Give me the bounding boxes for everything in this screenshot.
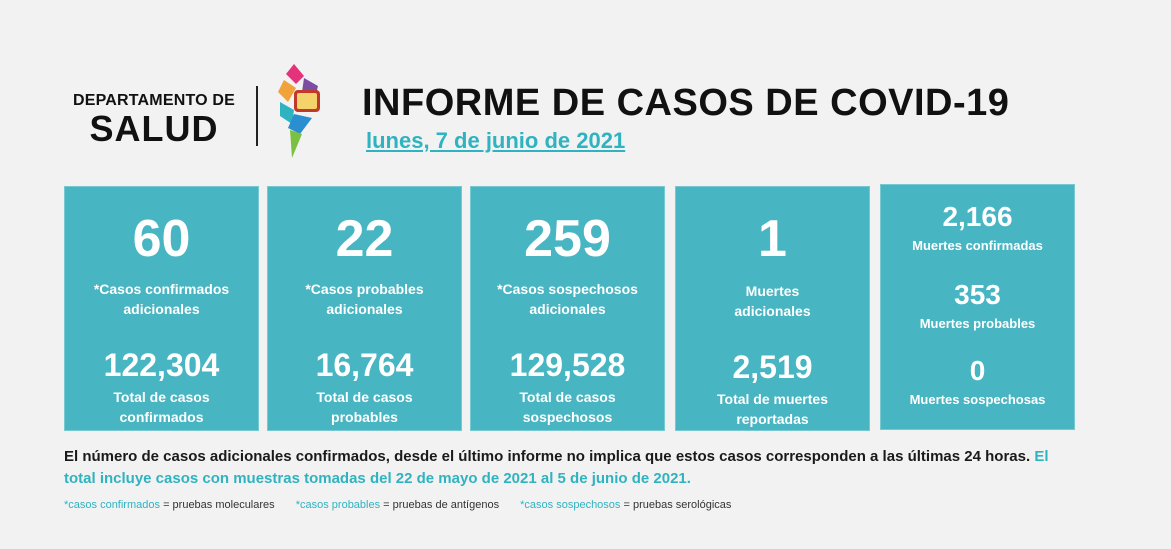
suspected-total-count: 129,528 [509,347,626,383]
legend-value: = pruebas serológicas [623,499,732,511]
label-line: Total de muertes [717,391,828,407]
legend-item-confirmed: *casos confirmados = pruebas moleculares [64,499,275,511]
confirmed-total-label: Total de casos confirmados [65,387,258,427]
label-line: *Casos confirmados [93,281,230,297]
legend-value: = pruebas moleculares [163,499,275,511]
header-divider [256,86,258,146]
legend-item-suspected: *casos sospechosos = pruebas serológicas [520,499,731,511]
puerto-rico-emblem-icon [278,64,320,158]
card-probable-cases: 22 *Casos probables adicionales 16,764 T… [267,186,462,431]
suspected-deaths-label: Muertes sospechosas [909,392,1046,407]
deaths-additional-label: Muertes adicionales [676,281,869,321]
confirmed-additional-count: 60 [132,210,191,268]
report-title: INFORME DE CASOS DE COVID-19 [362,82,1010,124]
label-line: sospechosos [522,409,613,425]
probable-deaths-count: 353 [954,279,1001,310]
probable-total-count: 16,764 [315,347,414,383]
label-line: probables [331,409,398,425]
label-line: adicionales [326,301,403,317]
deaths-total-count: 2,519 [732,349,813,385]
disclaimer-highlight: El total incluye casos con muestras toma… [64,448,1049,487]
label-line: adicionales [123,301,200,317]
label-line: adicionales [734,303,811,319]
confirmed-deaths-count: 2,166 [942,201,1013,232]
header: DEPARTAMENTO DE SALUD INFORME DE CASOS D… [0,0,1171,180]
label-line: adicionales [529,301,606,317]
disclaimer-note: El número de casos adicionales confirmad… [64,446,1054,490]
probable-total-label: Total de casos probables [268,387,461,427]
card-deaths-breakdown: 2,166 Muertes confirmadas 353 Muertes pr… [880,184,1075,430]
legend-key: *casos confirmados [64,499,160,511]
department-name-line1: DEPARTAMENTO DE [72,92,236,109]
label-line: reportadas [736,411,809,427]
label-line: *Casos sospechosos [497,281,638,297]
label-line: *Casos probables [305,281,424,297]
confirmed-total-count: 122,304 [103,347,220,383]
card-confirmed-cases: 60 *Casos confirmados adicionales 122,30… [64,186,259,431]
disclaimer-text: El número de casos adicionales confirmad… [64,448,1031,465]
label-line: Total de casos [519,389,616,405]
legend-key: *casos probables [295,499,381,511]
label-line: Total de casos [113,389,210,405]
label-line: confirmados [119,409,204,425]
department-logo: DEPARTAMENTO DE SALUD [64,92,244,148]
confirmed-additional-label: *Casos confirmados adicionales [65,279,258,319]
probable-additional-label: *Casos probables adicionales [268,279,461,319]
legend-key: *casos sospechosos [520,499,621,511]
suspected-deaths-count: 0 [969,355,986,386]
card-suspected-cases: 259 *Casos sospechosos adicionales 129,5… [470,186,665,431]
department-name-line2: SALUD [89,108,219,149]
suspected-total-label: Total de casos sospechosos [471,387,664,427]
suspected-additional-label: *Casos sospechosos adicionales [471,279,664,319]
legend-item-probable: *casos probables = pruebas de antígenos [296,499,499,511]
suspected-additional-count: 259 [524,210,611,268]
label-line: Muertes [745,283,800,299]
card-deaths: 1 Muertes adicionales 2,519 Total de mue… [675,186,870,431]
legend-value: = pruebas de antígenos [383,499,500,511]
legend: *casos confirmados = pruebas moleculares… [64,499,749,511]
deaths-total-label: Total de muertes reportadas [676,389,869,429]
label-line: Total de casos [316,389,413,405]
probable-additional-count: 22 [335,210,394,268]
probable-deaths-label: Muertes probables [919,316,1036,331]
deaths-additional-count: 1 [758,210,787,268]
confirmed-deaths-label: Muertes confirmadas [912,238,1043,253]
report-date: lunes, 7 de junio de 2021 [366,128,626,153]
